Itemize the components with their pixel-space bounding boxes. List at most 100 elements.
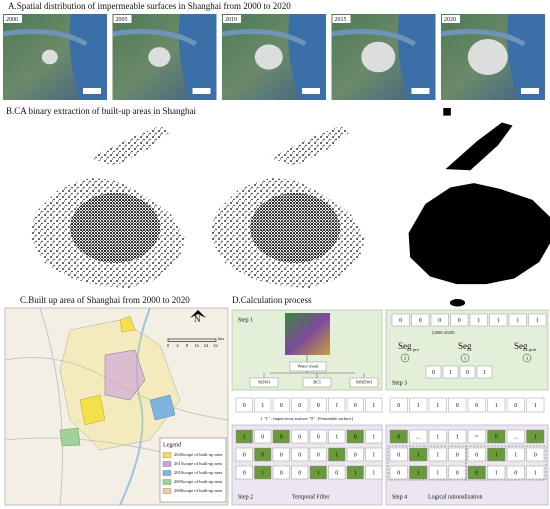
step-caption: Temporal Filter [292, 494, 329, 500]
scale-bar [521, 88, 539, 94]
cell [506, 465, 525, 480]
index-label: NDWI [258, 380, 271, 385]
cell [291, 447, 309, 462]
panel-d-title: D.Calculation process [232, 295, 312, 305]
legend-swatch [162, 488, 172, 494]
cell-value: 0 [354, 434, 357, 440]
cell [235, 429, 253, 444]
cell [346, 397, 364, 413]
cell [428, 397, 447, 413]
cell-value: 0 [475, 403, 478, 409]
cell-value: 1 [436, 452, 439, 458]
panel-a-title: A.Spatial distribution of impermeable su… [8, 1, 291, 11]
cell-value: 1 [456, 434, 459, 440]
estuary [440, 29, 526, 47]
cell [409, 429, 428, 444]
cell-value: 1 [317, 470, 320, 476]
cell [528, 313, 547, 327]
year-label: 2000 [6, 17, 18, 23]
legend-swatch [162, 452, 172, 458]
cell [476, 365, 493, 379]
cell [328, 397, 346, 413]
cell-value: 1 [495, 470, 498, 476]
cell [235, 465, 253, 480]
cell-value: 1 [436, 470, 439, 476]
cell [448, 429, 467, 444]
cell [235, 397, 253, 413]
panel-a-images: 2000 2005 2010 2015 2020 [2, 14, 545, 100]
cell-value: 1 [536, 318, 539, 324]
cell [508, 313, 527, 327]
cell [459, 365, 476, 379]
cell-value: = [475, 434, 479, 440]
water-mask: Water mask [297, 364, 319, 369]
cell-value: 0 [354, 403, 357, 409]
cell [506, 397, 525, 413]
binary-map-3 [382, 108, 550, 307]
year-box [223, 15, 241, 23]
cell [430, 313, 449, 327]
cell-value: 0 [280, 403, 283, 409]
sea [178, 14, 217, 100]
seg-label: Seg [514, 341, 528, 351]
year-label: 2010 [225, 17, 237, 23]
cell [272, 447, 290, 462]
note: [ "1" : impervious surface "0" : Permeab… [261, 416, 353, 421]
cell-value: 1 [354, 470, 357, 476]
scale-bar [83, 88, 101, 94]
estuary [2, 29, 88, 47]
cell-value: 1 [534, 403, 537, 409]
cell-value: 0 [458, 318, 461, 324]
legend-swatch [162, 470, 172, 476]
legend-swatch [162, 461, 172, 467]
cell [254, 465, 272, 480]
cell-value: 0 [298, 452, 301, 458]
cell-value: 0 [397, 403, 400, 409]
sea [69, 14, 107, 100]
cell [469, 313, 488, 327]
scale-tick-label: 8 [186, 343, 189, 348]
seg-label: Seg [458, 341, 472, 351]
circle-marker [400, 353, 410, 363]
cell [272, 465, 290, 480]
cell [254, 397, 272, 413]
cell [428, 465, 447, 480]
cell [448, 447, 467, 462]
sea [288, 14, 326, 100]
cell [309, 397, 327, 413]
cell [291, 429, 309, 444]
year-box [4, 15, 22, 23]
step-label: Step 1 [238, 317, 253, 323]
cell [467, 397, 486, 413]
cell-value: 1 [335, 403, 338, 409]
cell [409, 465, 428, 480]
cell [328, 447, 346, 462]
cell-value: 1 [372, 470, 375, 476]
circle-marker [460, 353, 470, 363]
cell [487, 397, 506, 413]
cell-value: 0 [298, 403, 301, 409]
year-box [113, 15, 132, 23]
cell [489, 313, 508, 327]
year-box [442, 15, 460, 23]
cell [442, 365, 459, 379]
cell [450, 313, 469, 327]
cell [526, 465, 545, 480]
scale-tick-label: 0 [167, 343, 170, 348]
cell-value: 1 [534, 470, 537, 476]
cell [365, 447, 383, 462]
step-label: Step 4 [392, 494, 407, 500]
cell [467, 429, 486, 444]
cell-value: 1 [417, 470, 420, 476]
cell [428, 447, 447, 462]
cell-value: 0 [456, 470, 459, 476]
legend-entry: 2020scope of built-up area [174, 452, 222, 457]
panel-b-title: B.CA binary extraction of built-up areas… [6, 106, 196, 116]
index-label: BCI [313, 380, 321, 385]
cell-value: 1 [335, 452, 338, 458]
cell-value: 0 [456, 452, 459, 458]
cell-value: 0 [261, 434, 264, 440]
cell [291, 397, 309, 413]
cell [428, 429, 447, 444]
